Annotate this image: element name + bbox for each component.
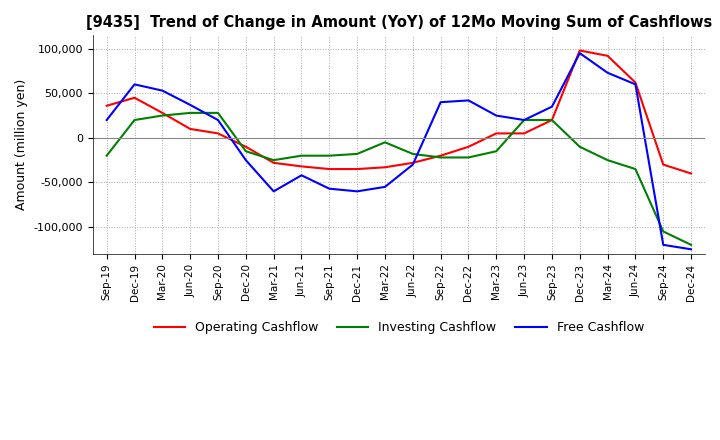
Investing Cashflow [548, 117, 557, 123]
Free Cashflow [520, 117, 528, 123]
Operating Cashflow [520, 131, 528, 136]
Free Cashflow [659, 242, 667, 247]
Operating Cashflow [241, 144, 250, 150]
Operating Cashflow [659, 162, 667, 167]
Operating Cashflow [353, 166, 361, 172]
Investing Cashflow [186, 110, 194, 116]
Operating Cashflow [381, 165, 390, 170]
Operating Cashflow [436, 153, 445, 158]
Investing Cashflow [325, 153, 333, 158]
Free Cashflow [464, 98, 473, 103]
Operating Cashflow [130, 95, 139, 100]
Free Cashflow [603, 70, 612, 75]
Operating Cashflow [408, 160, 417, 165]
Investing Cashflow [631, 166, 640, 172]
Free Cashflow [548, 104, 557, 109]
Operating Cashflow [631, 80, 640, 85]
Operating Cashflow [687, 171, 696, 176]
Free Cashflow [297, 172, 306, 178]
Operating Cashflow [214, 131, 222, 136]
Free Cashflow [408, 162, 417, 167]
Operating Cashflow [186, 126, 194, 132]
Free Cashflow [102, 117, 111, 123]
Investing Cashflow [603, 158, 612, 163]
Investing Cashflow [687, 242, 696, 247]
Investing Cashflow [464, 155, 473, 160]
Free Cashflow [158, 88, 166, 93]
Investing Cashflow [436, 155, 445, 160]
Title: [9435]  Trend of Change in Amount (YoY) of 12Mo Moving Sum of Cashflows: [9435] Trend of Change in Amount (YoY) o… [86, 15, 712, 30]
Free Cashflow [214, 117, 222, 123]
Line: Free Cashflow: Free Cashflow [107, 53, 691, 249]
Investing Cashflow [241, 149, 250, 154]
Line: Operating Cashflow: Operating Cashflow [107, 51, 691, 173]
Line: Investing Cashflow: Investing Cashflow [107, 113, 691, 245]
Free Cashflow [575, 51, 584, 56]
Operating Cashflow [269, 160, 278, 165]
Operating Cashflow [464, 144, 473, 150]
Investing Cashflow [214, 110, 222, 116]
Investing Cashflow [353, 151, 361, 157]
Operating Cashflow [492, 131, 500, 136]
Investing Cashflow [492, 149, 500, 154]
Y-axis label: Amount (million yen): Amount (million yen) [15, 79, 28, 210]
Free Cashflow [436, 99, 445, 105]
Investing Cashflow [520, 117, 528, 123]
Investing Cashflow [575, 144, 584, 150]
Free Cashflow [381, 184, 390, 190]
Free Cashflow [687, 247, 696, 252]
Free Cashflow [130, 82, 139, 87]
Operating Cashflow [548, 117, 557, 123]
Operating Cashflow [297, 164, 306, 169]
Investing Cashflow [130, 117, 139, 123]
Investing Cashflow [102, 153, 111, 158]
Free Cashflow [631, 82, 640, 87]
Investing Cashflow [269, 158, 278, 163]
Investing Cashflow [659, 229, 667, 234]
Free Cashflow [353, 189, 361, 194]
Free Cashflow [241, 158, 250, 163]
Investing Cashflow [297, 153, 306, 158]
Legend: Operating Cashflow, Investing Cashflow, Free Cashflow: Operating Cashflow, Investing Cashflow, … [149, 316, 649, 339]
Free Cashflow [186, 102, 194, 107]
Operating Cashflow [102, 103, 111, 108]
Investing Cashflow [381, 139, 390, 145]
Operating Cashflow [603, 53, 612, 59]
Investing Cashflow [408, 151, 417, 157]
Operating Cashflow [158, 110, 166, 116]
Free Cashflow [269, 189, 278, 194]
Free Cashflow [492, 113, 500, 118]
Operating Cashflow [575, 48, 584, 53]
Operating Cashflow [325, 166, 333, 172]
Investing Cashflow [158, 113, 166, 118]
Free Cashflow [325, 186, 333, 191]
